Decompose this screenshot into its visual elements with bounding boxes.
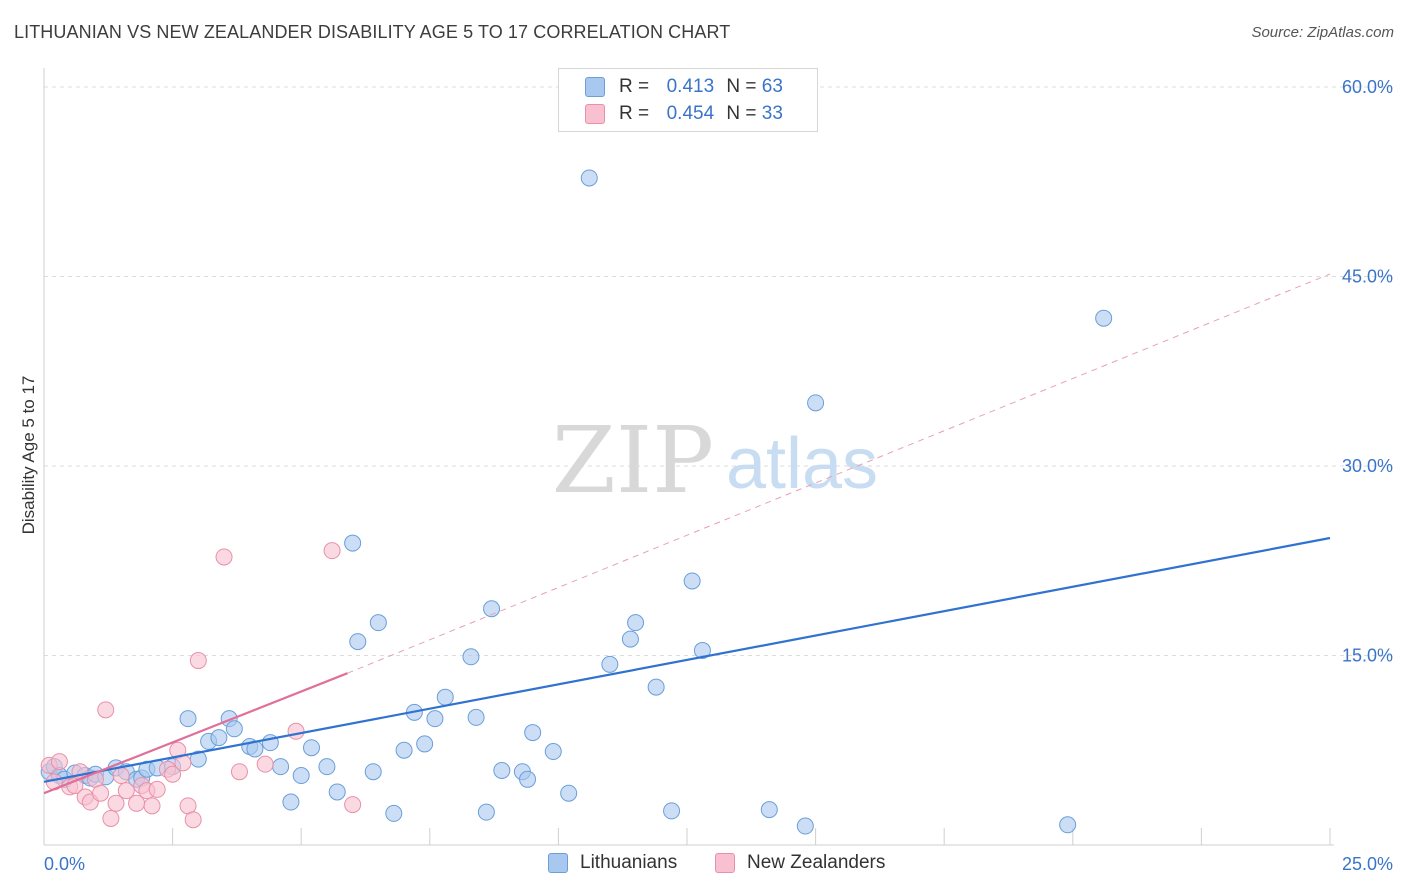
- correlation-legend: R = 0.413 N = 63 R = 0.454 N = 33: [558, 68, 818, 132]
- point-lithuanians: [436, 688, 454, 706]
- point-lithuanians: [349, 633, 367, 651]
- x-tick-label: 0.0%: [44, 854, 85, 874]
- legend-swatch-lithuanians: [585, 77, 605, 97]
- point-lithuanians: [385, 804, 403, 822]
- y-tick-label: 15.0%: [1342, 646, 1393, 666]
- grid-lines: [44, 86, 1395, 656]
- point-lithuanians: [1059, 816, 1077, 834]
- chart-title: LITHUANIAN VS NEW ZEALANDER DISABILITY A…: [14, 22, 731, 42]
- point-lithuanians: [524, 724, 542, 742]
- point-new-zealanders: [148, 780, 166, 798]
- point-new-zealanders: [256, 755, 274, 773]
- point-new-zealanders: [287, 722, 305, 740]
- legend-r-value: 0.454: [666, 103, 715, 124]
- bottom-legend-label: Lithuanians: [580, 852, 678, 873]
- point-new-zealanders: [117, 782, 135, 800]
- point-lithuanians: [544, 743, 562, 761]
- point-lithuanians: [796, 817, 814, 835]
- legend-swatch-new-zealanders: [585, 104, 605, 124]
- point-lithuanians: [302, 739, 320, 757]
- point-lithuanians: [416, 735, 434, 753]
- point-lithuanians: [462, 648, 480, 666]
- bottom-legend-label: New Zealanders: [747, 852, 886, 873]
- point-lithuanians: [580, 169, 598, 187]
- trend-line-new-zealanders: [347, 273, 1331, 674]
- y-tick-label: 45.0%: [1342, 267, 1393, 287]
- axes: [43, 68, 1334, 846]
- point-lithuanians: [225, 720, 243, 738]
- point-lithuanians: [627, 614, 645, 632]
- y-axis-label: Disability Age 5 to 17: [19, 376, 38, 535]
- point-new-zealanders: [184, 811, 202, 829]
- bottom-legend-swatch-new-zealanders: [715, 853, 735, 873]
- legend-r-label: R =: [619, 103, 650, 124]
- point-new-zealanders: [112, 767, 130, 785]
- legend-row-lithuanians: R = 0.413 N = 63: [585, 75, 783, 99]
- point-lithuanians: [760, 801, 778, 819]
- point-lithuanians: [364, 763, 382, 781]
- point-new-zealanders: [50, 753, 68, 771]
- point-new-zealanders: [107, 794, 125, 812]
- trend-lines: [43, 273, 1331, 795]
- point-lithuanians: [426, 710, 444, 728]
- point-lithuanians: [647, 678, 665, 696]
- point-lithuanians: [519, 770, 537, 788]
- legend-n-label: N =: [726, 76, 757, 97]
- data-points: [40, 169, 1113, 835]
- point-lithuanians: [477, 803, 495, 821]
- point-lithuanians: [1095, 309, 1113, 327]
- point-lithuanians: [663, 802, 681, 820]
- legend-n-label: N =: [726, 103, 757, 124]
- point-lithuanians: [272, 758, 290, 776]
- point-lithuanians: [369, 614, 387, 632]
- point-new-zealanders: [164, 765, 182, 783]
- point-new-zealanders: [102, 809, 120, 827]
- legend-n-value: 63: [761, 76, 783, 97]
- point-new-zealanders: [143, 797, 161, 815]
- bottom-legend-new-zealanders: New Zealanders: [715, 852, 885, 874]
- tick-labels: 15.0% 30.0% 45.0% 60.0% 0.0% 25.0%: [44, 77, 1393, 874]
- point-lithuanians: [807, 394, 825, 412]
- x-tick-label: 25.0%: [1342, 854, 1393, 874]
- legend-r-label: R =: [619, 76, 650, 97]
- watermark: ZIP atlas: [552, 407, 878, 514]
- point-lithuanians: [318, 758, 336, 776]
- y-tick-label: 60.0%: [1342, 77, 1393, 97]
- point-new-zealanders: [189, 652, 207, 670]
- point-lithuanians: [210, 729, 228, 747]
- point-lithuanians: [395, 741, 413, 759]
- point-lithuanians: [328, 783, 346, 801]
- legend-n-value: 33: [761, 103, 783, 124]
- point-lithuanians: [601, 655, 619, 673]
- watermark-atlas: atlas: [726, 424, 878, 504]
- point-lithuanians: [344, 534, 362, 552]
- point-lithuanians: [292, 767, 310, 785]
- point-lithuanians: [621, 630, 639, 648]
- bottom-legend-lithuanians: Lithuanians: [548, 852, 677, 874]
- point-lithuanians: [467, 708, 485, 726]
- legend-r-value: 0.413: [666, 76, 715, 97]
- point-new-zealanders: [215, 548, 233, 566]
- point-lithuanians: [282, 793, 300, 811]
- point-new-zealanders: [92, 784, 110, 802]
- point-lithuanians: [693, 641, 711, 659]
- source-label: Source: ZipAtlas.com: [1251, 24, 1394, 41]
- point-new-zealanders: [344, 796, 362, 814]
- point-lithuanians: [683, 572, 701, 590]
- point-new-zealanders: [323, 542, 341, 560]
- trend-line-lithuanians: [43, 536, 1331, 783]
- watermark-zip: ZIP: [552, 407, 714, 514]
- point-new-zealanders: [230, 763, 248, 781]
- point-new-zealanders: [97, 701, 115, 719]
- y-tick-label: 30.0%: [1342, 456, 1393, 476]
- trend-line-new-zealanders: [43, 672, 348, 795]
- bottom-legend-swatch-lithuanians: [548, 853, 568, 873]
- legend-row-new-zealanders: R = 0.454 N = 33: [585, 102, 783, 126]
- point-lithuanians: [493, 761, 511, 779]
- point-lithuanians: [560, 784, 578, 802]
- point-lithuanians: [179, 710, 197, 728]
